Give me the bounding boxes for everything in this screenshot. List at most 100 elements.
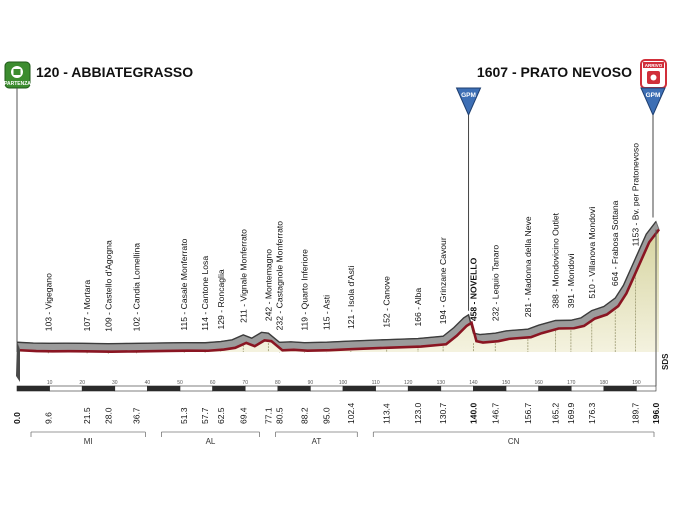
km-distance-label: 51.3 — [179, 407, 189, 424]
km-bar-segment — [244, 385, 279, 392]
location-label: 107 - Mortara — [82, 280, 92, 332]
km-distance-label: 0.0 — [12, 412, 22, 424]
km-bar: 10 20 30 40 50 60 70 80 90 100 110 120 130 140 150 160 1… — [16, 229, 657, 392]
km-bar-segment — [81, 385, 116, 392]
location-label: 458 - NOVELLO — [468, 257, 478, 321]
location-label: 102 - Candia Lomellina — [132, 243, 142, 332]
km-bar-segment — [277, 385, 311, 392]
km-bar-segment — [375, 385, 409, 392]
ground-layer — [20, 229, 659, 352]
km-tick-label: 190 — [632, 380, 641, 386]
location-label: 510 - Villanova Mondovì — [587, 207, 597, 299]
gpm-label: GPM — [646, 92, 661, 99]
km-distance-label: 28.0 — [103, 407, 113, 424]
km-bar-segment — [407, 385, 442, 392]
km-distance-label: 62.5 — [216, 407, 226, 424]
km-bar-segment — [636, 385, 657, 392]
province-bands: MI AL AT CN — [30, 431, 655, 446]
km-bar-segment — [114, 385, 148, 392]
finish-badge: ARRIVO — [640, 59, 667, 89]
km-tick-label: 20 — [79, 380, 85, 386]
km-tick-label: 170 — [567, 380, 576, 386]
km-tick-label: 10 — [47, 380, 53, 386]
start-label: 120 - ABBIATEGRASSO — [36, 64, 193, 80]
location-label: 211 - Vignale Monferrato — [238, 229, 248, 323]
km-distance-label: 21.5 — [82, 407, 92, 424]
km-tick-label: 160 — [534, 380, 543, 386]
km-bar-segment — [179, 385, 213, 392]
km-bar-segment — [505, 385, 539, 392]
km-bar-segment — [310, 385, 344, 392]
location-label: 119 - Quarto Inferiore — [300, 249, 310, 331]
profile-road-line — [19, 228, 661, 354]
km-bar-segment — [570, 385, 605, 392]
start-badge: PARTENZA — [4, 61, 31, 89]
km-distance-label: 140.0 — [468, 402, 478, 424]
km-bar-segment — [16, 385, 50, 392]
km-bar-segment — [342, 385, 376, 392]
km-tick-label: 130 — [437, 380, 446, 386]
location-label: 121 - Isola d'Asti — [346, 266, 356, 329]
location-label: 129 - Roncaglia — [216, 269, 226, 329]
location-label: 194 - Grinzane Cavour — [438, 237, 448, 324]
km-distance-label: 9.6 — [43, 412, 53, 424]
km-labels: 0.0 9.6 21.5 28.0 36.7 51.3 57.7 62.5 69.4 77.1 80… — [12, 402, 661, 424]
province-label: AL — [206, 437, 216, 446]
km-distance-label: 88.2 — [300, 407, 310, 424]
gpm-triangle-icon — [455, 87, 482, 117]
elevation-profile — [16, 220, 661, 382]
location-label: 664 - Frabosa Sottana — [610, 200, 620, 286]
km-distance-label: 102.4 — [346, 402, 356, 424]
province-label: CN — [508, 437, 520, 446]
gpm-label: GPM — [461, 92, 476, 99]
km-bar-segment — [147, 385, 181, 392]
location-label: 114 - Cantone Losa — [200, 256, 210, 331]
km-tick-label: 100 — [339, 380, 348, 386]
km-distance-label: 156.7 — [523, 402, 533, 424]
gpm-triangle-icon — [640, 87, 666, 117]
km-distance-label: 176.3 — [587, 402, 597, 424]
km-distance-label: 189.7 — [630, 402, 640, 424]
km-tick-label: 120 — [404, 380, 413, 386]
km-bar-segment — [473, 385, 507, 392]
km-distance-label: 80.5 — [274, 407, 284, 424]
km-distance-label: 130.7 — [438, 402, 448, 424]
location-label: 388 - Mondovicino Outlet — [551, 212, 561, 308]
location-label: 115 - Casale Monferrato — [179, 238, 189, 330]
km-bar-segment — [49, 385, 83, 392]
km-distance-label: 169.9 — [566, 402, 576, 424]
km-distance-label: 95.0 — [322, 407, 332, 424]
profile-top-line — [16, 221, 657, 345]
km-bar-segment — [212, 385, 246, 392]
km-bar-segment — [538, 385, 572, 392]
gpm-markers: GPM GPM — [455, 87, 666, 311]
sds-label: SDS — [661, 353, 670, 370]
km-distance-label: 196.0 — [651, 402, 661, 424]
location-label: 281 - Madonna della Neve — [523, 216, 533, 317]
km-tick-label: 140 — [469, 380, 478, 386]
province-label: MI — [84, 437, 93, 446]
location-label: 109 - Castello d'Agogna — [103, 240, 113, 332]
location-label: 152 - Canove — [382, 276, 392, 328]
profile-ground — [20, 229, 659, 352]
km-distance-label: 36.7 — [132, 407, 142, 424]
km-distance-label: 146.7 — [490, 402, 500, 424]
km-tick-label: 30 — [112, 380, 118, 386]
km-tick-label: 70 — [242, 380, 248, 386]
km-tick-label: 80 — [275, 380, 281, 386]
finish-badge-text: ARRIVO — [645, 63, 663, 68]
km-tick-label: 50 — [177, 380, 183, 386]
location-label: 242 - Montemagno — [263, 249, 273, 321]
km-bar-segment — [440, 385, 474, 392]
location-label: 115 - Asti — [322, 295, 332, 330]
km-tick-label: 60 — [210, 380, 216, 386]
km-distance-label: 123.0 — [413, 402, 423, 424]
km-distance-label: 69.4 — [238, 407, 248, 424]
province-label: AT — [312, 437, 322, 446]
km-tick-label: 40 — [145, 380, 151, 386]
km-distance-label: 77.1 — [263, 407, 273, 424]
location-label: 1153 - Bv. per Pratonevoso — [630, 143, 640, 247]
km-tick-label: 110 — [372, 380, 380, 386]
location-label: 166 - Alba — [413, 288, 423, 327]
